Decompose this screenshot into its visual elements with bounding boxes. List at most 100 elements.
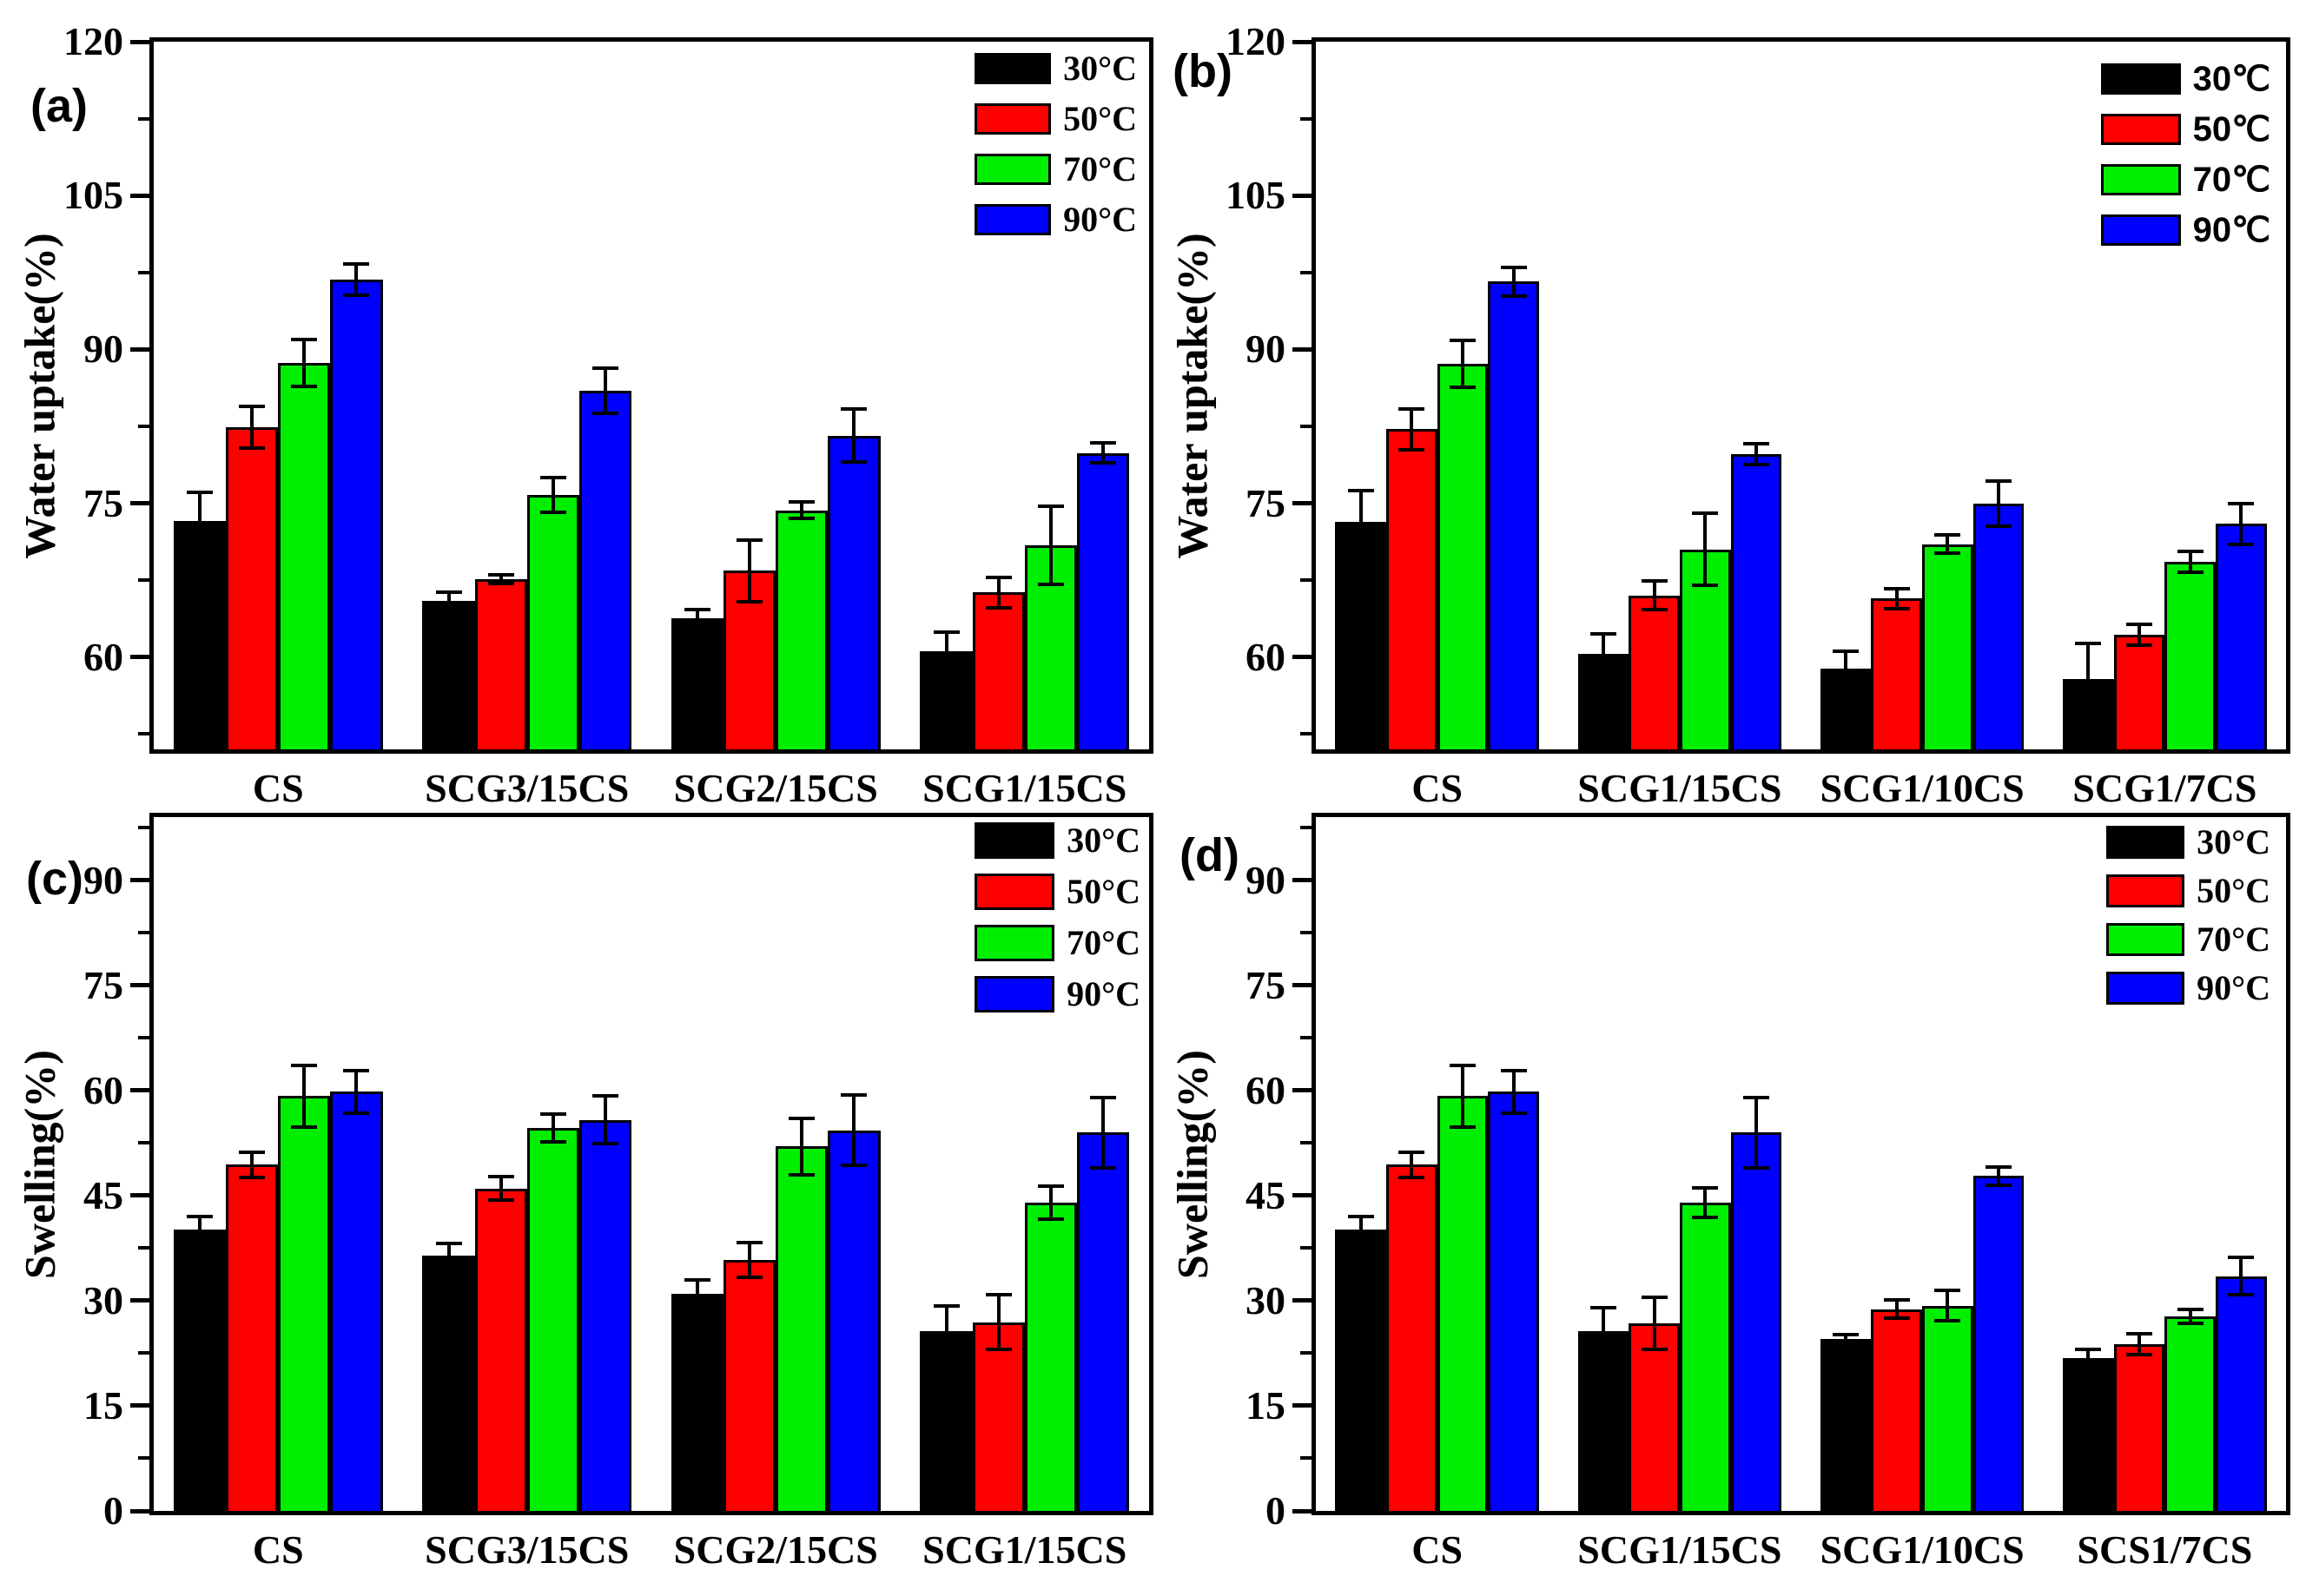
legend-label: 30°C xyxy=(2197,822,2270,861)
error-bar-cap xyxy=(539,511,566,515)
y-minor-tick xyxy=(1300,424,1312,428)
panel-a-bars-layer xyxy=(154,42,1149,749)
error-bar-cap xyxy=(985,1348,1012,1352)
bar-50°C-SCG1/10CS xyxy=(1871,1309,1923,1511)
error-bar xyxy=(2188,1309,2192,1323)
error-bar-cap xyxy=(1934,1319,1961,1323)
error-bar-cap xyxy=(539,1112,566,1117)
bar-70°C-SCS1/7CS xyxy=(2164,1316,2217,1511)
legend-label: 50°C xyxy=(1063,99,1137,138)
error-bar xyxy=(1946,535,1950,554)
legend-swatch xyxy=(2106,874,2185,907)
error-bar-cap xyxy=(2075,642,2102,646)
error-bar xyxy=(944,632,948,669)
y-tick-label: 75 xyxy=(1246,480,1285,525)
error-bar-cap xyxy=(1347,1240,1374,1244)
y-minor-tick xyxy=(138,732,149,736)
bar-50°C-CS xyxy=(1385,1164,1437,1511)
y-major-tick xyxy=(130,1403,149,1408)
y-minor-tick xyxy=(138,931,149,935)
error-bar xyxy=(603,367,607,413)
error-bar xyxy=(944,1305,948,1356)
error-bar-cap xyxy=(1641,608,1668,612)
bar-50°C-SCG2/15CS xyxy=(724,570,776,749)
error-bar-cap xyxy=(1500,265,1527,269)
legend-swatch xyxy=(975,976,1055,1012)
error-bar-cap xyxy=(435,1241,462,1245)
y-major-tick xyxy=(1292,501,1312,506)
y-minor-tick xyxy=(1300,732,1312,736)
error-bar-cap xyxy=(1833,649,1860,653)
bar-30°C-SCG2/15CS xyxy=(671,1293,724,1511)
legend-item: 50°C xyxy=(975,101,1137,137)
error-bar-cap xyxy=(1089,440,1116,445)
error-bar-cap xyxy=(1037,505,1064,509)
error-bar-cap xyxy=(343,293,370,297)
error-bar xyxy=(250,1151,254,1177)
error-bar-cap xyxy=(239,405,266,409)
y-major-tick xyxy=(130,878,149,883)
error-bar-cap xyxy=(435,1266,462,1270)
error-bar xyxy=(1844,1335,1848,1344)
error-bar-cap xyxy=(737,1276,763,1280)
error-bar-cap xyxy=(187,547,213,551)
error-bar-cap xyxy=(985,606,1012,610)
error-bar-cap xyxy=(1692,584,1719,587)
bar-50℃-SCG1/15CS xyxy=(1629,595,1680,749)
y-major-tick xyxy=(1292,1193,1312,1198)
y-major-tick xyxy=(1292,1088,1312,1093)
error-bar-cap xyxy=(1641,579,1668,584)
error-bar xyxy=(198,1217,202,1243)
panel-a-label: (a) xyxy=(30,80,88,132)
error-bar-cap xyxy=(1449,386,1476,390)
x-category-label: CS xyxy=(252,1527,304,1572)
y-major-tick xyxy=(1292,346,1312,352)
y-minor-tick xyxy=(138,116,149,121)
legend-item: 50℃ xyxy=(2100,111,2270,148)
error-bar xyxy=(1997,1166,2001,1185)
legend-item: 30°C xyxy=(2106,824,2270,861)
panel-b-bars-layer xyxy=(1316,42,2286,749)
error-bar-cap xyxy=(1589,1353,1616,1357)
bar-30℃-CS xyxy=(1335,521,1386,749)
error-bar-cap xyxy=(1398,448,1425,452)
error-bar-cap xyxy=(789,500,816,505)
y-tick-label: 120 xyxy=(63,19,123,63)
x-category-label: SCG3/15CS xyxy=(425,766,630,810)
legend-label: 70°C xyxy=(1067,923,1140,962)
bar-90°C-SCG2/15CS xyxy=(828,1130,881,1511)
error-bar xyxy=(499,575,503,584)
bar-50°C-SCG2/15CS xyxy=(724,1260,776,1511)
error-bar-cap xyxy=(539,1140,566,1144)
panel-d-legend: 30°C 50°C 70°C 90°C xyxy=(2106,824,2270,1006)
error-bar-cap xyxy=(1742,1095,1769,1099)
bar-30°C-SCG3/15CS xyxy=(422,600,475,749)
error-bar xyxy=(354,1071,359,1113)
error-bar-cap xyxy=(1883,586,1910,590)
error-bar xyxy=(1997,480,2001,526)
error-bar-cap xyxy=(1398,1150,1425,1154)
error-bar xyxy=(1652,581,1656,610)
error-bar xyxy=(852,1095,856,1166)
error-bar-cap xyxy=(2177,570,2204,574)
error-bar xyxy=(1754,1097,1758,1168)
bar-90°C-CS xyxy=(1488,1091,1539,1511)
y-tick-label: 60 xyxy=(83,634,123,679)
error-bar-cap xyxy=(1641,1295,1668,1299)
error-bar-cap xyxy=(1692,511,1719,516)
error-bar xyxy=(1601,1307,1605,1355)
y-major-tick xyxy=(1292,193,1312,198)
error-bar-cap xyxy=(1692,1185,1719,1190)
bar-30°C-SCG1/10CS xyxy=(1820,1339,1872,1511)
error-bar-cap xyxy=(1986,1183,2012,1187)
error-bar-cap xyxy=(591,411,618,415)
error-bar-cap xyxy=(1934,1288,1961,1292)
y-tick-label: 30 xyxy=(1246,1277,1285,1322)
error-bar-cap xyxy=(1986,478,2012,483)
error-bar xyxy=(996,1295,1001,1350)
bar-50°C-SCG1/15CS xyxy=(1629,1322,1680,1511)
error-bar xyxy=(1048,1185,1053,1220)
error-bar-cap xyxy=(789,1117,816,1121)
error-bar-cap xyxy=(1500,293,1527,298)
